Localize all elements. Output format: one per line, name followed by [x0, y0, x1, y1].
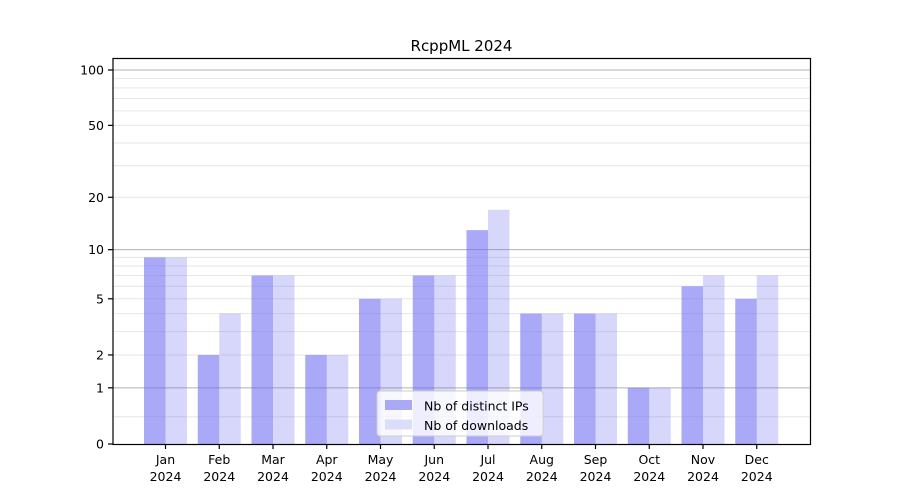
x-tick-label-year: 2024 — [687, 469, 719, 484]
legend-swatch-downloads-icon — [385, 419, 412, 430]
bar-downloads-oct — [649, 387, 671, 444]
bar-distinct-ips-oct — [627, 387, 650, 444]
x-tick-label-month: Oct — [638, 452, 660, 467]
legend-label-downloads: Nb of downloads — [424, 418, 528, 433]
x-tick-label-year: 2024 — [418, 469, 450, 484]
x-tick-label-month: Apr — [316, 452, 338, 467]
y-tick-label: 1 — [96, 380, 104, 395]
chart-title: RcppML 2024 — [411, 37, 513, 55]
x-tick-label-month: Dec — [745, 452, 769, 467]
bar-downloads-mar — [273, 275, 295, 444]
x-tick-label-year: 2024 — [257, 469, 289, 484]
x-tick-label-year: 2024 — [580, 469, 612, 484]
bar-downloads-nov — [703, 275, 725, 444]
bar-distinct-ips-nov — [681, 286, 703, 444]
x-tick-label-year: 2024 — [311, 469, 343, 484]
x-tick-label-month: May — [368, 452, 394, 467]
x-tick-label-year: 2024 — [633, 469, 665, 484]
bar-downloads-feb — [219, 313, 241, 444]
bar-downloads-sep — [595, 313, 617, 444]
bar-distinct-ips-sep — [574, 313, 596, 444]
x-tick-label-year: 2024 — [203, 469, 235, 484]
bar-distinct-ips-feb — [197, 354, 220, 444]
legend-box — [376, 390, 544, 437]
y-tick-label: 0 — [96, 437, 104, 452]
y-tick-label: 10 — [88, 242, 104, 257]
bar-distinct-ips-apr — [305, 354, 327, 444]
x-tick-label-month: Sep — [584, 452, 608, 467]
y-tick-label: 5 — [96, 291, 104, 306]
x-tick-label-month: Mar — [261, 452, 285, 467]
x-tick-labels: Jan 2024 Feb 2024 Mar 2024 Apr 2024 May 2024 Jun 20… — [150, 452, 773, 484]
y-tick-label: 2 — [96, 347, 104, 362]
x-tick-label-month: Nov — [691, 452, 716, 467]
x-tick-label-month: Aug — [530, 452, 554, 467]
x-tick-label-year: 2024 — [526, 469, 558, 484]
legend-swatch-distinct-ips-icon — [385, 400, 412, 410]
x-tick-label-year: 2024 — [741, 469, 773, 484]
y-tick-label: 20 — [88, 190, 104, 205]
legend-label-distinct-ips: Nb of distinct IPs — [424, 399, 529, 414]
bar-downloads-dec — [756, 275, 779, 444]
x-tick-label-year: 2024 — [472, 469, 504, 484]
bar-distinct-ips-mar — [251, 275, 273, 444]
bar-distinct-ips-jan — [144, 257, 166, 444]
y-tick-label: 100 — [80, 62, 104, 77]
y-tick-label: 50 — [88, 118, 104, 133]
bar-distinct-ips-dec — [735, 298, 757, 444]
x-tick-label-year: 2024 — [365, 469, 397, 484]
bar-distinct-ips-may — [359, 298, 381, 444]
plot-frame — [112, 57, 812, 446]
bar-downloads-jul — [488, 209, 510, 444]
x-tick-label-month: Feb — [208, 452, 230, 467]
x-tick-label-month: Jul — [479, 452, 495, 467]
x-tick-label-year: 2024 — [150, 469, 182, 484]
y-tick-labels: 0 1 2 5 10 20 50 100 — [80, 62, 104, 451]
x-tick-label-month: Jan — [155, 452, 175, 467]
x-tick-label-month: Jun — [423, 452, 444, 467]
bar-downloads-apr — [326, 354, 349, 444]
gridlines-minor — [113, 77, 810, 418]
legend: Nb of distinct IPs Nb of downloads — [376, 390, 544, 437]
bar-downloads-jan — [165, 257, 187, 444]
bar-downloads-aug — [541, 313, 564, 444]
